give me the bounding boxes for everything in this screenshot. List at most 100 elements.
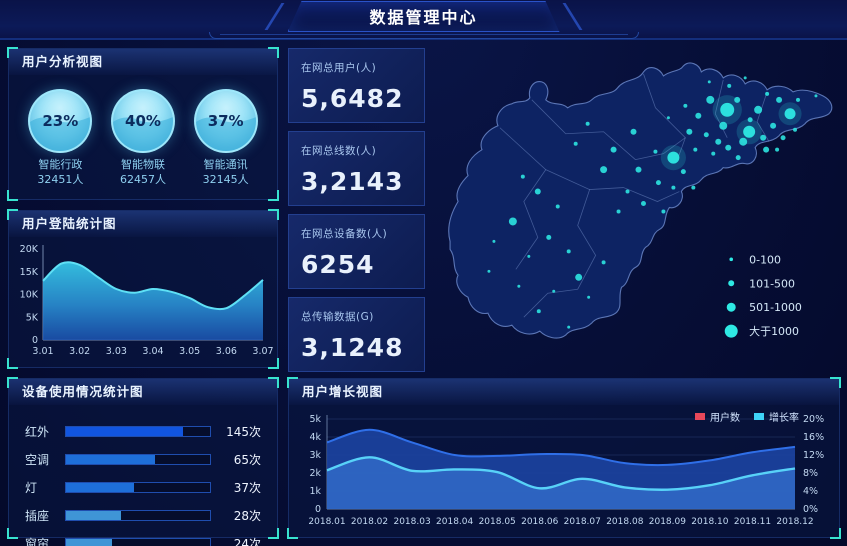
x-axis-tick-label: 2018.01 [308, 517, 345, 527]
x-axis-tick-label: 3.03 [106, 346, 127, 357]
map-dot [780, 135, 786, 141]
map-dot [555, 204, 560, 209]
device-bar-fill [66, 482, 134, 492]
map-dot [770, 122, 777, 129]
panel-device-usage: 设备使用情况统计图 红外 145次 空调 65次 灯 37次 插座 28次 [7, 377, 279, 546]
x-axis-tick-label: 2018.07 [564, 517, 601, 527]
device-bar-value: 24次 [233, 536, 261, 546]
map-dot [655, 180, 661, 186]
device-bar-track [65, 537, 211, 546]
corner-bracket [7, 358, 18, 369]
gauge-count: 32451人 [37, 172, 84, 186]
map-legend-label: 大于1000 [749, 324, 799, 338]
legend-swatch-icon [754, 413, 764, 420]
map-dot [707, 80, 711, 84]
x-axis-tick-label: 3.05 [179, 346, 200, 357]
map-dot [487, 269, 491, 273]
map-dot [683, 103, 688, 108]
header-right-slash-decoration [562, 3, 583, 30]
map-dot [747, 117, 753, 123]
gauge-label: 智能行政 [38, 158, 83, 171]
map-dot [706, 95, 715, 104]
gauge-wave-icon [195, 117, 256, 151]
map-dot [765, 91, 770, 96]
map-dot [666, 116, 670, 120]
kpi-label: 在网总线数(人) [301, 145, 377, 157]
y-axis-tick-label: 5K [26, 312, 39, 323]
map-dot [635, 166, 642, 173]
panel-title-device-usage: 设备使用情况统计图 [9, 379, 277, 405]
x-axis-tick-label: 2018.03 [393, 517, 430, 527]
kpi-card: 在网总线数(人) 3,2143 [288, 131, 425, 206]
kpi-label: 在网总设备数(人) [301, 228, 388, 240]
corner-bracket [7, 377, 18, 388]
y-axis-tick-label: 20K [20, 244, 39, 255]
legend-swatch-icon [695, 413, 705, 420]
kpi-label: 在网总用户(人) [301, 62, 377, 74]
map-dot [640, 201, 646, 207]
left-axis-tick-label: 3k [309, 450, 321, 461]
legend-item[interactable]: 增长率 [754, 409, 799, 424]
map-dot [814, 94, 818, 98]
map-dot [734, 96, 741, 103]
right-axis-tick-label: 8% [803, 468, 818, 479]
kpi-value: 3,2143 [301, 167, 404, 196]
device-bar-label: 空调 [25, 452, 50, 467]
map-dot [693, 147, 698, 152]
device-bar-row: 插座 28次 [25, 505, 261, 525]
gauge-row: 23% 智能行政 32451人 40% 智能物联 62457人 37% 智能通讯… [9, 75, 277, 187]
device-bar-value: 65次 [233, 452, 261, 467]
gauge-label: 智能通讯 [203, 158, 248, 171]
map-legend-dot-icon [728, 280, 735, 287]
growth-rate-line [326, 456, 796, 491]
left-axis-tick-label: 5k [309, 414, 321, 425]
map-dot [630, 128, 637, 135]
kpi-card: 在网总用户(人) 5,6482 [288, 48, 425, 123]
liquid-gauge-circle: 37% [193, 89, 258, 153]
left-axis-tick-label: 0 [315, 504, 321, 515]
right-axis-tick-label: 12% [803, 450, 824, 461]
map-dot [600, 166, 608, 174]
map-dot [775, 147, 780, 152]
login-area-line [42, 261, 264, 311]
device-bar-fill [66, 538, 113, 546]
corner-bracket [287, 528, 298, 539]
right-axis-tick-label: 16% [803, 432, 824, 443]
left-axis-tick-label: 1k [309, 486, 321, 497]
device-bar-label: 红外 [25, 424, 50, 439]
map-dot [739, 137, 748, 146]
panel-user-growth: 用户增长视图 0 0% 1k 4% 2k 8% 3k 12% 4k 16% 5k 20% 2018.01… [287, 377, 841, 539]
login-area-chart: 0 5K 10K 15K 20K 3.01 3.02 3.03 3.04 3.05 3.06 3.07 [20, 244, 274, 357]
corner-bracket [830, 528, 841, 539]
growth-area-chart: 0 0% 1k 4% 2k 8% 3k 12% 4k 16% 5k 20% 2018.01 2018.02… [308, 414, 824, 527]
gauge-percent: 23% [42, 112, 79, 130]
corner-bracket [830, 377, 841, 388]
kpi-card: 总传输数据(G) 3,1248 [288, 297, 425, 372]
kpi-value: 6254 [301, 250, 375, 279]
map-inner-borders [499, 73, 770, 318]
map-dot [711, 151, 716, 156]
header-underline-decoration [208, 32, 639, 39]
device-usage-bars: 红外 145次 空调 65次 灯 37次 插座 28次 窗帘 [9, 405, 277, 546]
panel-user-analysis: 用户分析视图 23% 智能行政 32451人 40% 智能物联 62457人 [7, 47, 279, 201]
map-dot [695, 112, 702, 119]
map-dot [573, 141, 578, 146]
x-axis-tick-label: 2018.11 [734, 517, 771, 527]
x-axis-tick-label: 2018.09 [649, 517, 686, 527]
gauge-percent: 37% [207, 112, 244, 130]
gauge-count: 62457人 [119, 172, 166, 186]
legend-item[interactable]: 用户数 [695, 409, 740, 424]
map-dot [720, 102, 735, 117]
liquid-gauge-circle: 23% [28, 89, 93, 153]
login-area-fill [43, 262, 263, 340]
device-bar-fill [66, 426, 183, 436]
y-axis-tick-label: 15K [20, 267, 39, 278]
map-dot [552, 289, 556, 293]
liquid-gauge-circle: 40% [110, 89, 175, 153]
device-bar-value: 145次 [226, 424, 261, 439]
map-dot [517, 284, 521, 288]
map-dot [601, 260, 606, 265]
device-bar-label: 灯 [25, 480, 38, 495]
legend-label: 用户数 [710, 413, 740, 424]
